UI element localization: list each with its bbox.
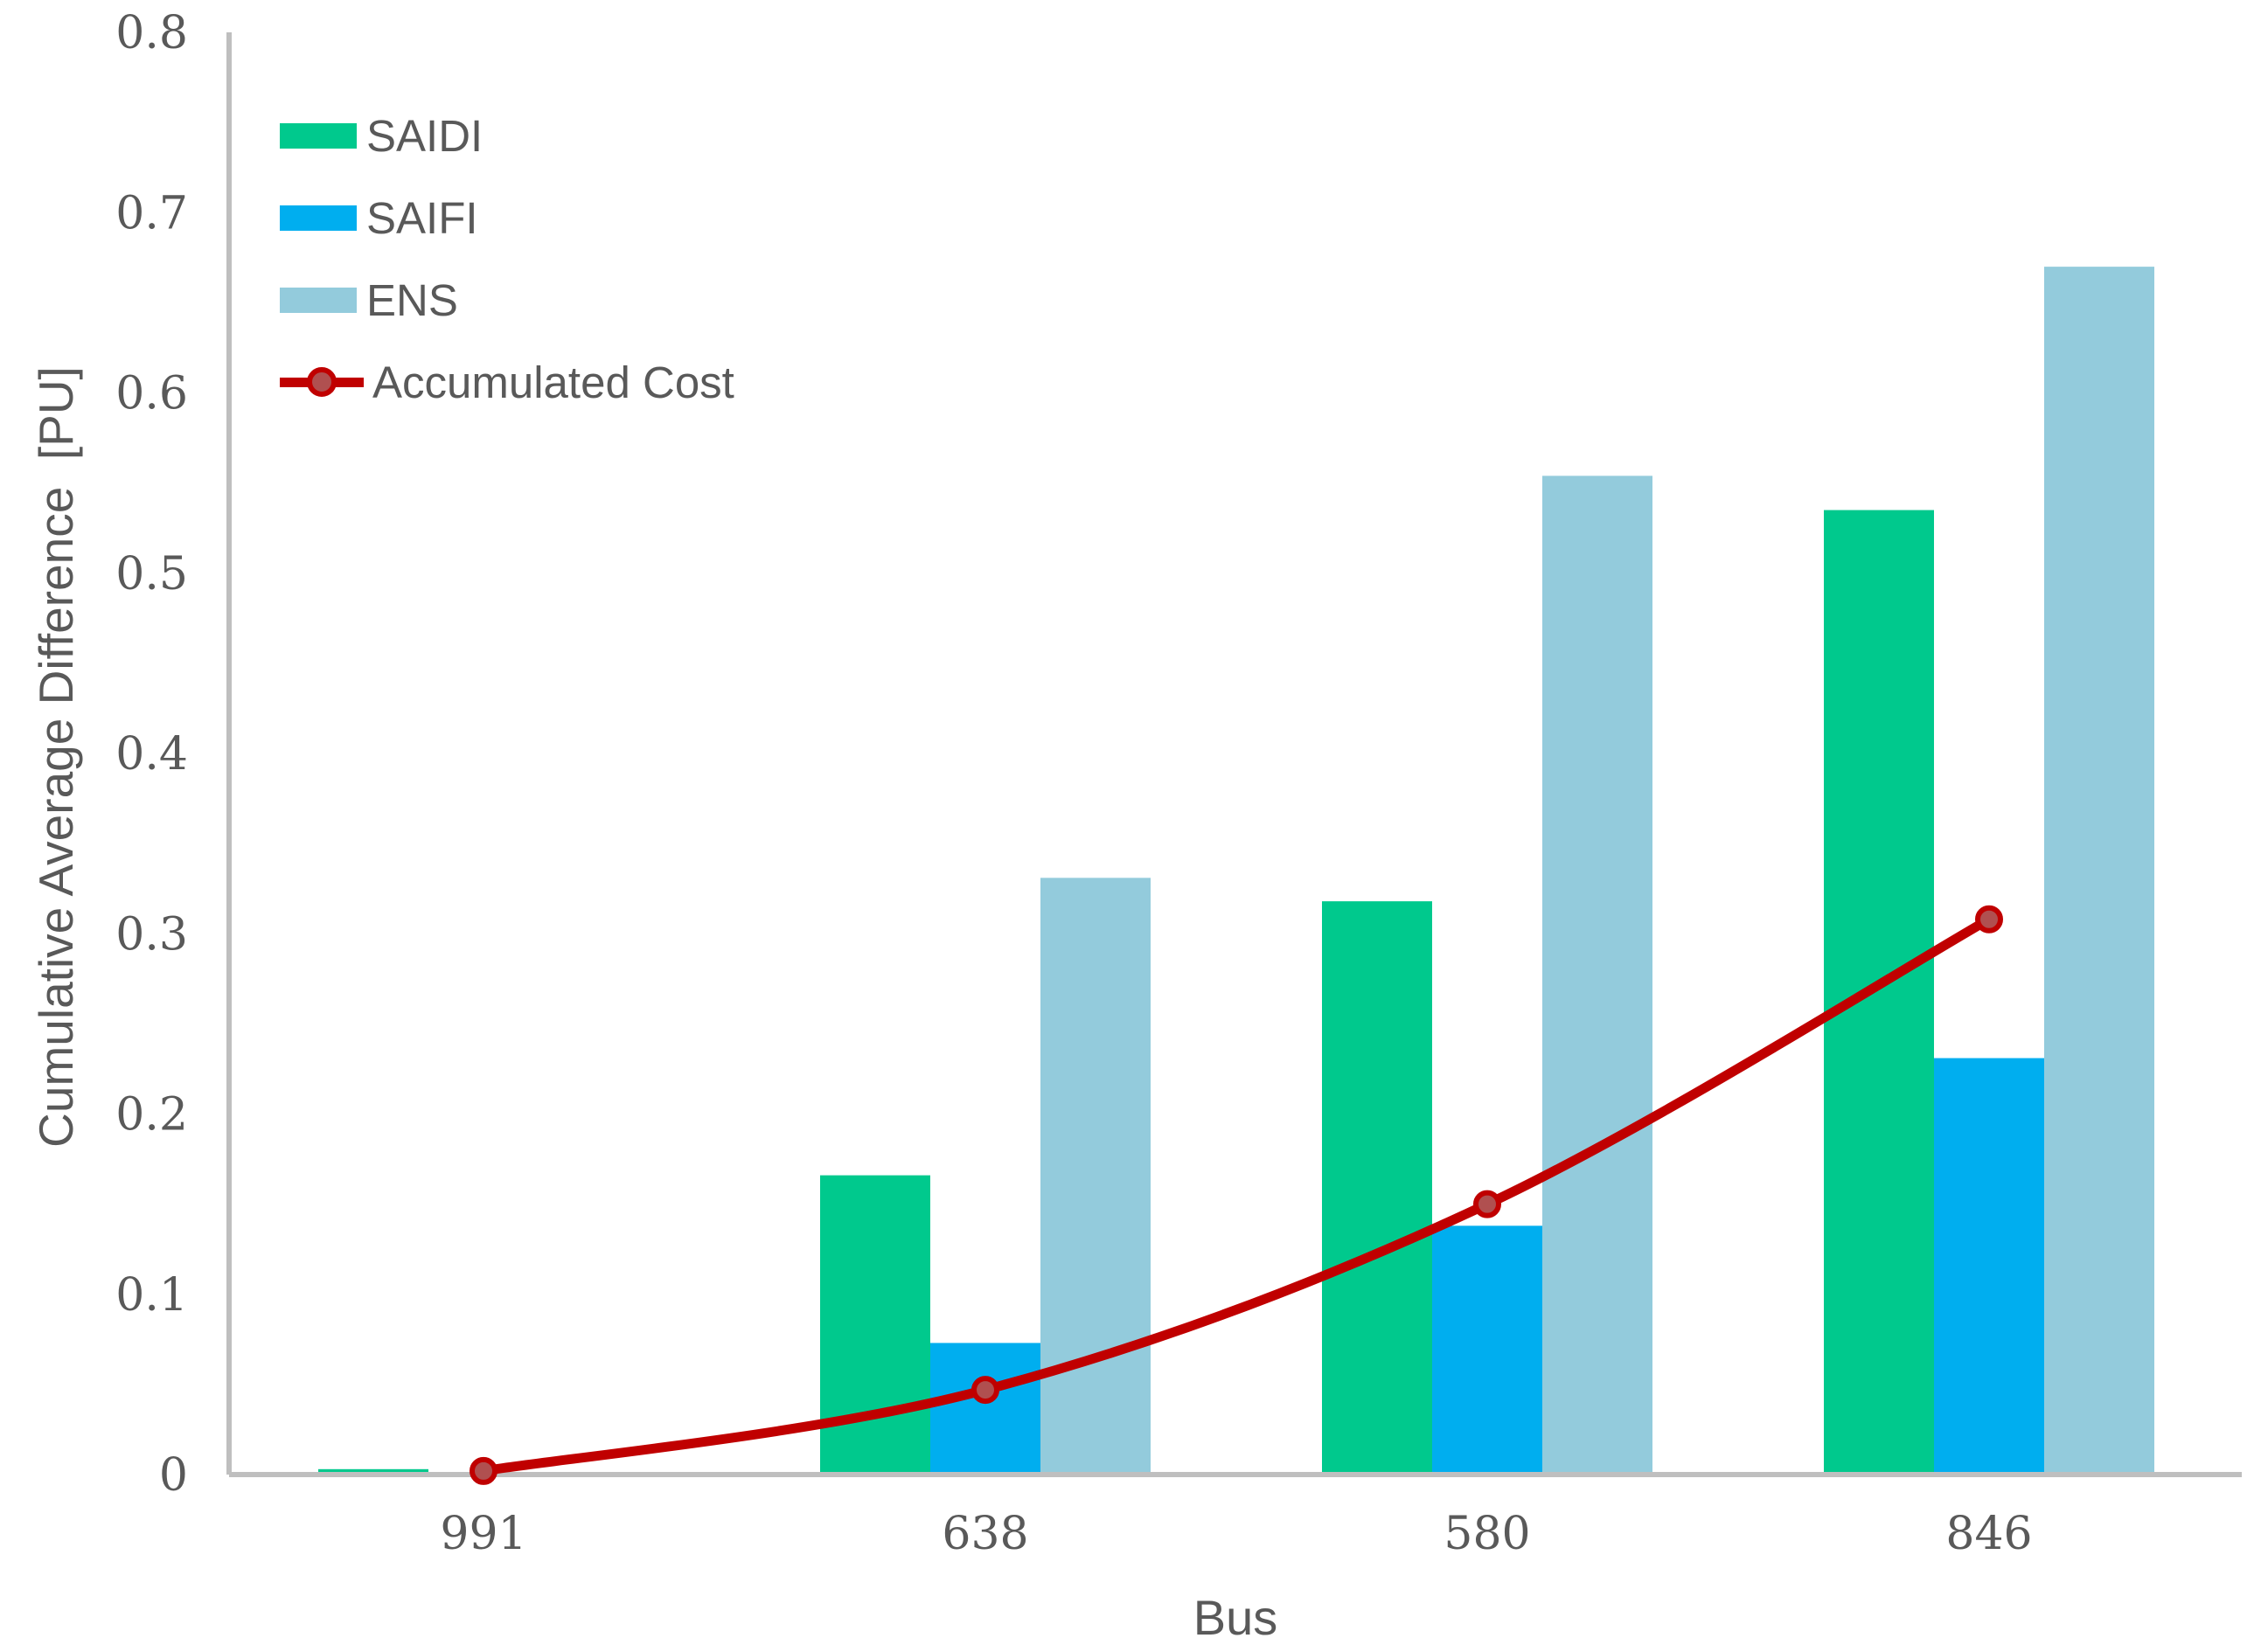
bar-saidi-846 <box>1824 510 1934 1475</box>
legend-label-accumulated-cost: Accumulated Cost <box>372 357 734 407</box>
accumulated-cost-marker-580 <box>1473 1190 1501 1218</box>
legend-label-saidi: SAIDI <box>366 110 483 161</box>
legend-swatch-saidi <box>280 122 357 149</box>
bar-ens-638 <box>1040 878 1151 1475</box>
legend-label-saifi: SAIFI <box>366 192 478 243</box>
bar-ens-580 <box>1542 475 1652 1475</box>
y-tick-label-0: 0 <box>159 1449 188 1502</box>
bar-ens-846 <box>2044 267 2154 1475</box>
legend-line-marker-icon <box>307 367 337 397</box>
legend-swatch-saifi <box>280 205 357 231</box>
accumulated-cost-marker-846 <box>1975 905 2003 934</box>
legend-item-accumulated-cost: Accumulated Cost <box>280 341 734 423</box>
y-tick-label-0.7: 0.7 <box>115 187 188 239</box>
y-tick-label-0.8: 0.8 <box>115 7 188 59</box>
y-tick-label-0.1: 0.1 <box>115 1269 188 1322</box>
x-tick-label-638: 638 <box>942 1508 1028 1560</box>
bar-saidi-638 <box>820 1175 930 1475</box>
accumulated-cost-marker-991 <box>470 1456 497 1485</box>
bar-saifi-638 <box>930 1343 1040 1475</box>
accumulated-cost-line <box>483 914 1992 1476</box>
legend-item-ens: ENS <box>280 259 734 341</box>
legend-label-ens: ENS <box>366 274 458 325</box>
x-axis-title: Bus <box>1193 1590 1278 1645</box>
legend-line-swatch <box>280 367 364 397</box>
legend-swatch-ens <box>280 287 357 313</box>
bar-saifi-580 <box>1432 1225 1542 1475</box>
y-tick-label-0.3: 0.3 <box>115 908 188 961</box>
accumulated-cost-marker-638 <box>971 1376 999 1405</box>
y-tick-label-0.4: 0.4 <box>115 728 188 781</box>
x-tick-label-991: 991 <box>440 1508 526 1560</box>
bar-saidi-580 <box>1322 901 1432 1475</box>
legend-item-saifi: SAIFI <box>280 177 734 259</box>
legend: SAIDI SAIFI ENS Accumulated Cost <box>280 94 734 423</box>
x-tick-label-580: 580 <box>1444 1508 1530 1560</box>
legend-item-saidi: SAIDI <box>280 94 734 177</box>
bar-saidi-991 <box>318 1468 428 1475</box>
y-tick-label-0.5: 0.5 <box>115 548 188 600</box>
y-tick-label-0.2: 0.2 <box>115 1089 188 1142</box>
y-axis-title: Cumulative Average Difference [PU] <box>29 366 83 1148</box>
bar-saifi-846 <box>1934 1058 2044 1475</box>
y-tick-label-0.6: 0.6 <box>115 368 188 420</box>
x-tick-label-846: 846 <box>1945 1508 2032 1560</box>
